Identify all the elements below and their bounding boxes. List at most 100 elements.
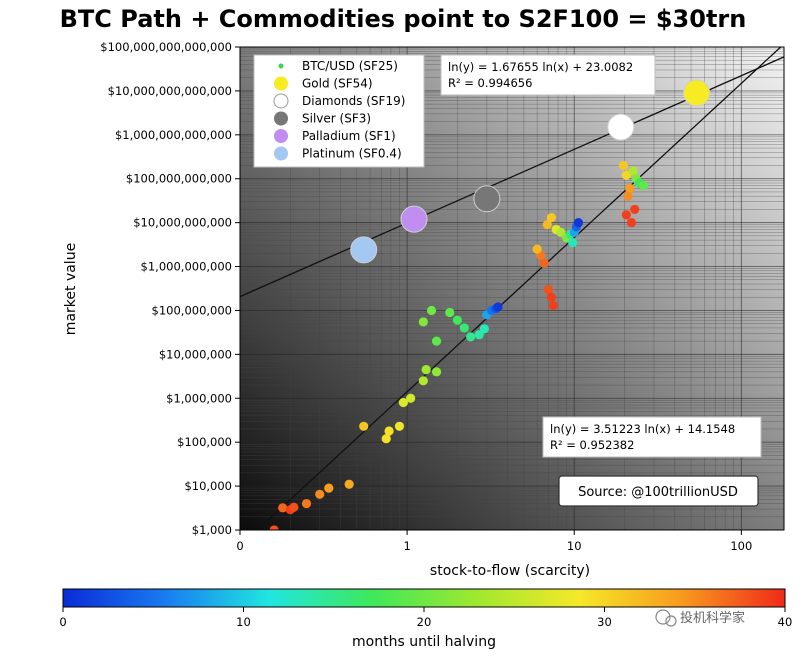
colorbar-label: months until halving <box>352 634 496 650</box>
btc-point <box>418 317 428 327</box>
btc-point <box>626 218 637 228</box>
btc-point <box>269 525 279 530</box>
btc-point <box>315 489 325 499</box>
y-tick-label: $1,000,000,000 <box>141 260 232 274</box>
legend-marker <box>274 129 288 143</box>
legend-marker <box>273 93 289 109</box>
btc-point <box>459 323 469 333</box>
colorbar-strip <box>62 588 786 608</box>
btc-point <box>623 191 633 201</box>
btc-point <box>542 220 552 230</box>
colorbar-tick-label: 20 <box>417 615 432 629</box>
btc-point <box>546 292 556 302</box>
x-tick-label: 10 <box>567 539 582 553</box>
wechat-icon-small <box>665 615 677 627</box>
legend-label: BTC/USD (SF25) <box>302 59 398 73</box>
x-axis-label: stock-to-flow (scarcity) <box>430 563 590 579</box>
y-tick-label: $100,000,000,000 <box>126 172 232 186</box>
source-box: Source: @100trillionUSD <box>558 475 759 507</box>
y-tick-label: $10,000 <box>184 479 232 493</box>
legend-marker <box>274 76 288 91</box>
wechat-icon <box>655 609 671 625</box>
x-tick-label: 0 <box>236 539 243 553</box>
colorbar-tick-label: 40 <box>778 615 793 629</box>
btc-point <box>289 502 299 512</box>
legend-label: Palladium (SF1) <box>302 129 396 143</box>
btc-fit-line <box>256 47 782 530</box>
btc-point <box>532 244 542 254</box>
x-tick-label: 1 <box>403 539 410 553</box>
btc-point <box>359 421 369 431</box>
btc-point <box>556 227 566 237</box>
y-tick-label: $100,000 <box>177 435 232 449</box>
btc-point <box>394 421 405 431</box>
btc-point <box>539 258 549 268</box>
btc-point <box>384 426 394 436</box>
y-tick-label: $1,000,000,000,000 <box>115 128 232 142</box>
btc-point <box>568 238 578 248</box>
diamonds-point <box>607 113 635 141</box>
legend-marker <box>274 111 288 126</box>
legend: BTC/USD (SF25) Gold (SF54) Diamonds (SF19)… <box>253 54 425 168</box>
colorbar: 0 10 20 30 40 months until halving <box>59 588 793 650</box>
silver-point <box>473 185 501 213</box>
legend-marker <box>274 146 288 161</box>
btc-point <box>324 483 334 493</box>
y-axis-label: market value <box>63 243 79 335</box>
btc-point <box>493 302 503 312</box>
legend-label: Platinum (SF0.4) <box>302 147 402 161</box>
btc-point <box>398 397 408 408</box>
legend-label: Diamonds (SF19) <box>302 94 405 108</box>
btc-point <box>445 307 455 318</box>
btc-point <box>381 434 391 444</box>
palladium-point <box>400 205 428 233</box>
y-tick-label: $10,000,000,000 <box>133 216 232 230</box>
btc-point <box>278 503 288 513</box>
y-tick-label: $1,000,000 <box>166 391 232 405</box>
btc-point <box>479 324 489 334</box>
y-tick-label: $10,000,000 <box>159 347 232 361</box>
btc-point <box>452 315 463 325</box>
btc-point <box>301 498 312 509</box>
y-tick-label: $100,000,000 <box>152 303 232 317</box>
gold-point <box>683 79 711 107</box>
btc-point <box>625 183 635 194</box>
commodities-fit-r2: R² = 0.994656 <box>448 76 532 90</box>
platinum-point <box>350 236 378 264</box>
btc-point <box>638 180 649 191</box>
btc-point <box>431 336 442 346</box>
source-text: Source: @100trillionUSD <box>578 485 738 500</box>
commodities-fit-box: ln(y) = 1.67655 ln(x) + 23.0082 R² = 0.9… <box>440 54 656 96</box>
btc-point <box>406 393 416 403</box>
colorbar-tick-label: 0 <box>59 615 66 629</box>
btc-point <box>621 210 631 220</box>
btc-point <box>344 479 354 489</box>
legend-label: Gold (SF54) <box>302 77 373 91</box>
legend-marker <box>278 63 284 69</box>
commodities-fit-equation: ln(y) = 1.67655 ln(x) + 23.0082 <box>448 60 633 74</box>
btc-point <box>543 284 553 295</box>
colorbar-tick-label: 10 <box>236 615 251 629</box>
watermark-text: 投机科学家 <box>680 610 745 626</box>
btc-fit-r2: R² = 0.952382 <box>550 438 634 452</box>
btc-point <box>426 305 437 316</box>
y-axis-ticks: $1,000 $10,000 $100,000 $1,000,000 $10,000,0… <box>100 40 240 537</box>
btc-point <box>621 170 631 180</box>
x-tick-label: 100 <box>730 539 752 553</box>
btc-point <box>628 166 638 176</box>
btc-fit-box: ln(y) = 3.51223 ln(x) + 14.1548 R² = 0.9… <box>542 416 762 458</box>
y-tick-label: $100,000,000,000,000 <box>100 40 232 54</box>
btc-point <box>466 332 476 342</box>
legend-label: Silver (SF3) <box>302 112 371 126</box>
x-axis-ticks: 0 1 10 100 <box>236 530 752 553</box>
btc-point <box>630 204 640 215</box>
btc-point <box>548 300 558 311</box>
chart-title: BTC Path + Commodities point to S2F100 =… <box>60 5 747 33</box>
commodity-points <box>350 79 711 264</box>
colorbar-tick-label: 30 <box>597 615 612 629</box>
watermark: 投机科学家 <box>655 609 745 627</box>
y-tick-label: $1,000 <box>192 523 232 537</box>
btc-point <box>546 213 556 223</box>
btc-point <box>421 364 431 375</box>
btc-point <box>573 218 584 228</box>
